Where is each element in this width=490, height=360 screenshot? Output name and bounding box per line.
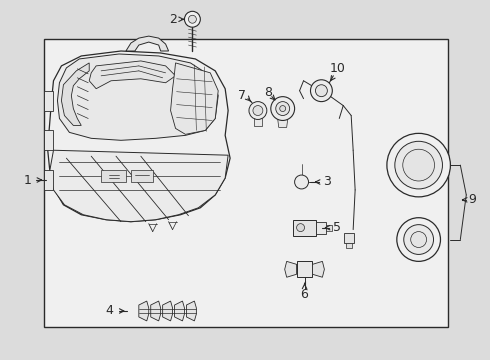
Circle shape: [404, 225, 434, 255]
Polygon shape: [313, 261, 324, 277]
Circle shape: [280, 105, 286, 112]
Polygon shape: [163, 301, 172, 321]
Polygon shape: [254, 118, 262, 126]
Polygon shape: [139, 301, 149, 321]
Text: 6: 6: [300, 288, 309, 301]
Text: 8: 8: [264, 86, 272, 99]
Polygon shape: [278, 120, 288, 127]
Polygon shape: [44, 130, 53, 150]
Text: 9: 9: [468, 193, 476, 206]
Circle shape: [316, 85, 327, 96]
Text: 5: 5: [333, 221, 341, 234]
Text: 7: 7: [238, 89, 246, 102]
Circle shape: [311, 80, 332, 102]
Polygon shape: [293, 220, 317, 235]
Circle shape: [411, 231, 427, 247]
Polygon shape: [346, 243, 352, 248]
Circle shape: [249, 102, 267, 120]
Polygon shape: [89, 61, 175, 89]
Polygon shape: [131, 170, 153, 182]
Polygon shape: [171, 63, 218, 134]
Polygon shape: [296, 261, 313, 277]
Circle shape: [253, 105, 263, 116]
Polygon shape: [101, 170, 126, 182]
Polygon shape: [57, 54, 218, 140]
Polygon shape: [174, 301, 184, 321]
Polygon shape: [285, 261, 296, 277]
Circle shape: [189, 15, 196, 23]
Text: 4: 4: [105, 305, 113, 318]
Text: 2: 2: [169, 13, 176, 26]
Polygon shape: [344, 233, 354, 243]
Polygon shape: [151, 301, 161, 321]
Circle shape: [294, 175, 309, 189]
Polygon shape: [126, 36, 169, 51]
Circle shape: [271, 96, 294, 121]
Circle shape: [395, 141, 442, 189]
Polygon shape: [187, 301, 196, 321]
Text: 10: 10: [329, 62, 345, 75]
Circle shape: [276, 102, 290, 116]
Polygon shape: [44, 170, 53, 190]
Circle shape: [296, 224, 305, 231]
Polygon shape: [48, 51, 230, 222]
Circle shape: [403, 149, 435, 181]
Polygon shape: [317, 222, 326, 234]
Circle shape: [184, 11, 200, 27]
Polygon shape: [326, 225, 332, 231]
Polygon shape: [61, 63, 89, 125]
Polygon shape: [44, 91, 53, 111]
Circle shape: [387, 133, 450, 197]
Text: 3: 3: [323, 175, 331, 189]
Circle shape: [397, 218, 441, 261]
FancyBboxPatch shape: [44, 39, 448, 327]
Text: 1: 1: [24, 174, 32, 186]
Polygon shape: [49, 150, 228, 222]
